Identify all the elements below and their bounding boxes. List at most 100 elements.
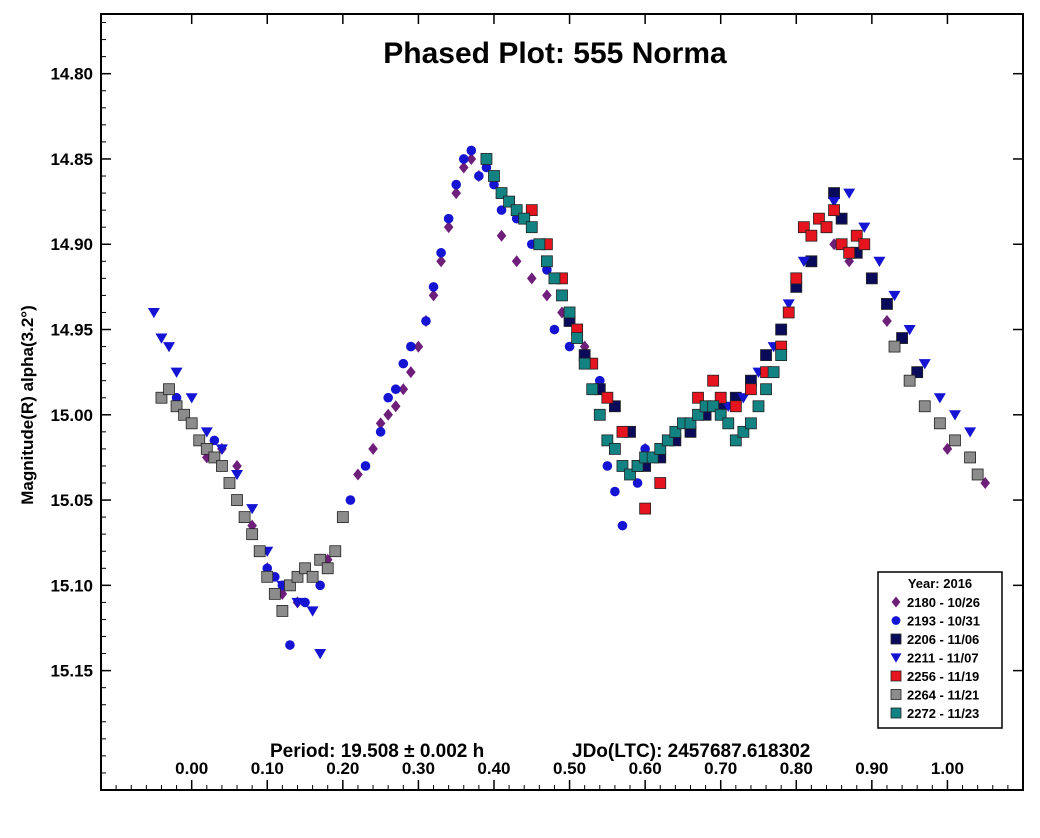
- y-tick-label: 14.80: [50, 65, 93, 84]
- data-point: [820, 221, 833, 234]
- data-point: [261, 570, 274, 583]
- plot-frame: [100, 13, 1024, 791]
- data-point: [503, 195, 515, 208]
- legend-label: 2193 - 10/31: [907, 614, 980, 629]
- data-point: [594, 375, 605, 386]
- data-point: [428, 282, 439, 292]
- data-point: [601, 434, 614, 447]
- data-point: [548, 272, 561, 285]
- data-point: [918, 359, 931, 370]
- data-point: [835, 212, 848, 225]
- data-point: [722, 417, 735, 430]
- x-tick-label: 0.50: [553, 759, 586, 778]
- x-tick-label: 0.90: [855, 759, 888, 778]
- data-point: [903, 325, 916, 336]
- data-point: [383, 392, 393, 403]
- data-point: [843, 246, 856, 259]
- data-point: [888, 290, 901, 302]
- data-point: [276, 605, 289, 617]
- legend-marker: [890, 689, 902, 700]
- data-point: [466, 145, 477, 156]
- legend-marker: [890, 633, 902, 645]
- data-point: [714, 391, 727, 404]
- data-point: [291, 597, 304, 609]
- legend-label: 2206 - 11/06: [907, 632, 979, 647]
- data-point: [578, 357, 591, 370]
- legend-label: 2180 - 10/26: [907, 595, 980, 610]
- data-point: [336, 511, 349, 524]
- y-tick-label: 14.85: [50, 150, 93, 169]
- data-point: [669, 425, 682, 438]
- data-point: [563, 306, 576, 319]
- data-point: [147, 307, 160, 319]
- data-point: [797, 221, 810, 234]
- data-point: [518, 212, 531, 225]
- data-point: [375, 417, 386, 430]
- data-point: [300, 597, 310, 608]
- data-point: [828, 187, 840, 199]
- data-point: [268, 587, 281, 600]
- data-point: [375, 427, 386, 437]
- data-point: [828, 197, 841, 208]
- data-point: [797, 256, 810, 267]
- data-point: [488, 170, 500, 182]
- data-point: [321, 562, 334, 575]
- data-point: [170, 400, 183, 413]
- y-tick-label: 15.00: [50, 406, 93, 425]
- data-point: [496, 229, 507, 242]
- data-point: [813, 212, 825, 225]
- data-point: [835, 238, 848, 251]
- data-point: [451, 179, 461, 190]
- data-point: [631, 460, 644, 472]
- data-point: [200, 443, 213, 455]
- data-point: [654, 443, 667, 455]
- data-point: [586, 383, 599, 396]
- y-tick-label: 15.15: [50, 662, 93, 681]
- data-point: [616, 425, 629, 438]
- data-point: [406, 366, 416, 379]
- y-tick-label: 15.05: [50, 491, 93, 510]
- data-point: [329, 545, 342, 558]
- data-point: [525, 221, 538, 234]
- x-tick-label: 0.60: [629, 759, 662, 778]
- data-point: [314, 553, 327, 566]
- data-point: [200, 427, 213, 438]
- data-point: [661, 434, 674, 447]
- data-point: [390, 400, 401, 413]
- data-points: [147, 145, 991, 660]
- data-point: [360, 461, 371, 471]
- y-tick-label: 14.95: [50, 321, 93, 340]
- legend: Year: 2016 2180 - 10/26 2193 - 10/31 2206 …: [877, 571, 1003, 729]
- data-point: [496, 205, 507, 215]
- data-point: [805, 229, 818, 242]
- data-point: [971, 468, 984, 481]
- data-point: [556, 289, 568, 302]
- series-2272: [480, 153, 788, 481]
- data-point: [231, 469, 244, 481]
- data-point: [610, 486, 620, 497]
- data-point: [865, 272, 878, 285]
- data-point: [291, 570, 304, 583]
- data-point: [911, 366, 924, 379]
- legend-title: Year: 2016: [908, 576, 972, 591]
- legend-label: 2264 - 11/21: [907, 688, 979, 703]
- data-point: [692, 408, 704, 421]
- data-point: [443, 221, 454, 234]
- data-point: [639, 502, 652, 515]
- data-point: [208, 451, 221, 464]
- data-point: [775, 323, 788, 336]
- data-point: [285, 640, 295, 650]
- data-point: [421, 316, 431, 326]
- data-point: [193, 434, 206, 447]
- data-point: [368, 442, 378, 455]
- data-point: [353, 468, 363, 481]
- data-point: [828, 204, 840, 217]
- data-point: [216, 460, 228, 472]
- period-label: Period: 19.508 ± 0.002 h: [270, 741, 484, 762]
- data-point: [617, 520, 628, 531]
- data-point: [223, 477, 236, 489]
- data-point: [745, 383, 757, 396]
- y-tick-label: 15.10: [50, 576, 93, 595]
- x-tick-label: 0.40: [477, 759, 510, 778]
- x-tick-label: 0.10: [251, 759, 284, 778]
